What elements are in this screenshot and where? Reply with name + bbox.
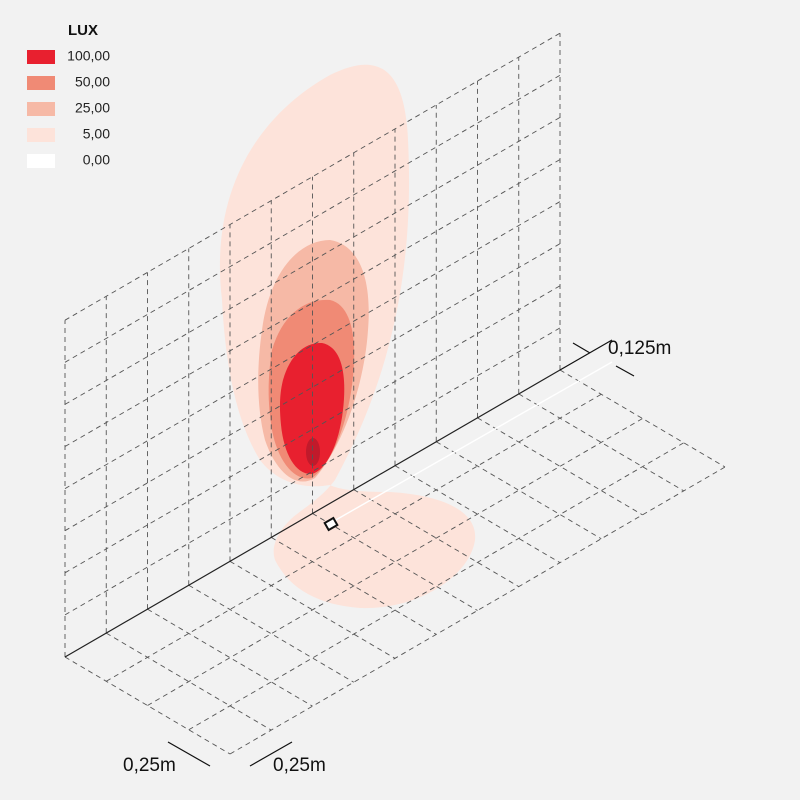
legend-label: 25,00 [75, 100, 110, 116]
grid-line [518, 393, 684, 492]
grid-line [64, 656, 231, 755]
grid-line [188, 584, 354, 683]
legend-swatch [27, 76, 55, 90]
guide-line [333, 361, 613, 522]
grid-line [559, 369, 726, 468]
dimension-label: 0,25m [123, 755, 176, 776]
grid-line [229, 560, 396, 659]
legend-swatch [27, 102, 55, 116]
contours [219, 64, 476, 609]
dimension-label: 0,125m [608, 338, 671, 359]
grid [64, 32, 726, 755]
legend-label: 0,00 [83, 152, 110, 168]
contour-100 [279, 342, 345, 475]
grid-line [394, 465, 561, 564]
grid-line [477, 417, 643, 516]
legend-swatch [27, 154, 55, 168]
grid-line [436, 441, 602, 540]
legend-swatch [27, 128, 55, 142]
grid-line [147, 608, 313, 707]
grid-line [353, 489, 519, 587]
legend-label: 100,00 [67, 48, 110, 64]
dimension-marks [167, 339, 635, 767]
dimension-label: 0,25m [273, 755, 326, 776]
fixture-marker [323, 516, 339, 532]
grid-line [106, 632, 272, 731]
legend: 100,00 50,00 25,00 5,00 0,00 [27, 48, 110, 168]
legend-title: LUX [68, 22, 98, 39]
grid-line [271, 537, 437, 635]
grid-line [312, 513, 478, 611]
legend-swatch [27, 50, 55, 64]
legend-label: 50,00 [75, 74, 110, 90]
wall-base [64, 369, 561, 658]
hotspot [306, 438, 320, 466]
legend-label: 5,00 [83, 126, 110, 142]
